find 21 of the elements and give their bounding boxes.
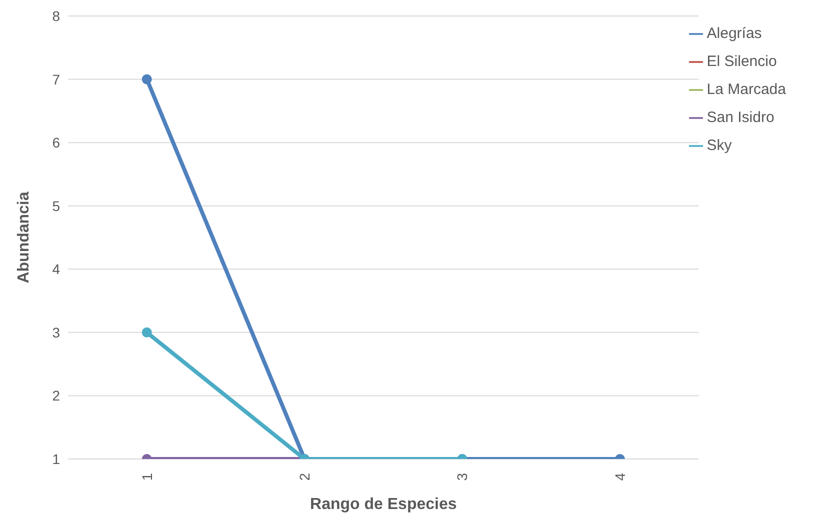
y-tick-label: 2: [52, 388, 60, 404]
y-tick-label: 8: [52, 8, 60, 24]
x-tick-label: 3: [454, 472, 470, 481]
y-tick-label: 5: [52, 198, 60, 214]
legend-label: Sky: [706, 137, 732, 154]
y-tick-label: 4: [52, 261, 60, 278]
x-tick-label: 4: [612, 472, 628, 481]
point: [142, 327, 152, 338]
x-tick-label: 2: [296, 472, 313, 481]
point: [142, 74, 152, 84]
legend-label: Alegrías: [706, 25, 762, 42]
y-axis-title: Abundancia: [16, 192, 33, 284]
y-tick-label: 1: [52, 450, 60, 467]
y-tick-label: 3: [52, 324, 60, 340]
legend-label: La Marcada: [706, 81, 786, 98]
legend-label: El Silencio: [706, 53, 777, 70]
legend-label: San Isidro: [706, 109, 774, 126]
x-tick-label: 1: [138, 472, 155, 481]
y-tick-label: 6: [52, 134, 60, 151]
y-tick-label: 7: [52, 71, 60, 88]
x-axis-title: Rango de Especies: [310, 496, 457, 513]
